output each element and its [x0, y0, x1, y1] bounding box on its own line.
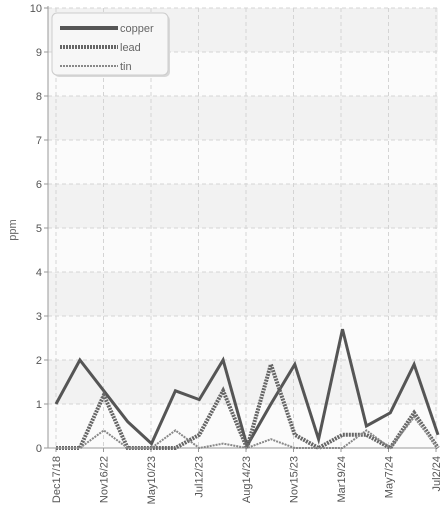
- y-tick-label: 2: [36, 355, 42, 367]
- plot-band: [48, 360, 438, 404]
- legend-label-lead: lead: [120, 42, 141, 54]
- x-tick-label: Dec17/18: [51, 456, 63, 503]
- x-tick-label: Nov15/23: [289, 456, 301, 503]
- x-tick-label: May10/23: [146, 456, 158, 504]
- x-tick-label: Jul2/24: [431, 456, 440, 491]
- y-tick-label: 3: [36, 311, 42, 323]
- y-tick-label: 10: [30, 3, 42, 15]
- plot-band: [48, 228, 438, 272]
- x-tick-label: Aug14/23: [241, 456, 253, 503]
- y-tick-label: 9: [36, 47, 42, 59]
- legend-label-copper: copper: [120, 23, 154, 35]
- plot-band: [48, 140, 438, 184]
- legend[interactable]: copper lead tin: [51, 12, 170, 77]
- x-tick-label: Mar19/24: [336, 456, 348, 502]
- legend-label-tin: tin: [120, 61, 132, 73]
- x-tick-label: Jul12/23: [194, 456, 206, 498]
- y-tick-label: 7: [36, 135, 42, 147]
- series-lines: [54, 328, 440, 455]
- plot-band: [48, 316, 438, 360]
- plot-band: [48, 96, 438, 140]
- y-tick-label: 8: [36, 91, 42, 103]
- series-line-lead: [56, 357, 440, 455]
- y-tick-label: 1: [36, 399, 42, 411]
- plot-band: [48, 272, 438, 316]
- y-axis-label: ppm: [7, 219, 19, 240]
- y-tick-labels: 0 1 2 3 4 5 6 7 8 9 10: [30, 3, 48, 455]
- series-line-tin: [56, 415, 439, 450]
- y-tick-label: 0: [36, 443, 42, 455]
- y-tick-label: 5: [36, 223, 42, 235]
- x-tick-label: Nov16/22: [99, 456, 111, 503]
- x-tick-label: May7/24: [384, 456, 396, 498]
- y-tick-label: 6: [36, 179, 42, 191]
- plot-band: [48, 184, 438, 228]
- x-tick-labels: Dec17/18 Nov16/22 May10/23 Jul12/23 Aug14/23…: [51, 448, 440, 504]
- y-tick-label: 4: [36, 267, 42, 279]
